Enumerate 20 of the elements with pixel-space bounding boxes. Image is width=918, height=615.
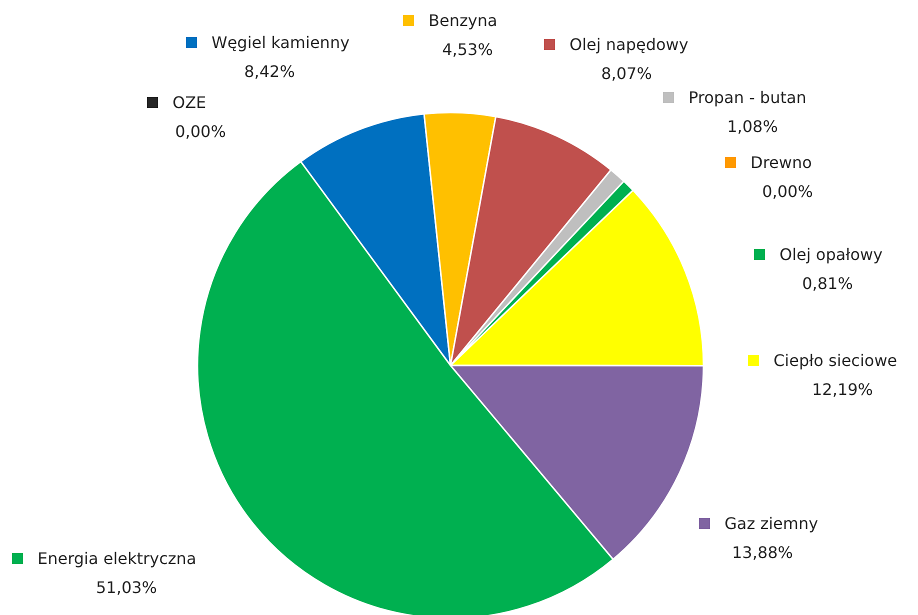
data-label: 1,08% — [727, 117, 778, 136]
legend-label: Benzyna — [428, 11, 498, 30]
data-label: 8,07% — [601, 64, 652, 83]
legend-label: Olej opałowy — [780, 245, 883, 264]
legend-label: Propan - butan — [688, 88, 806, 107]
text: 0,00% — [762, 182, 813, 201]
legend-label: Gaz ziemny — [724, 514, 818, 533]
data-label: 4,53% — [442, 40, 493, 59]
legend-label: Węgiel kamienny — [212, 33, 350, 52]
data-label: 12,19% — [812, 380, 874, 399]
legend-label: OZE — [172, 93, 206, 112]
legend-label: Ciepło sieciowe — [774, 351, 898, 370]
data-label: 13,88% — [732, 543, 794, 562]
data-label: 51,03% — [96, 578, 158, 597]
data-label: 0,81% — [802, 274, 853, 293]
legend-label: Olej napędowy — [570, 35, 688, 54]
legend-label: Drewno — [750, 153, 812, 172]
legend-label: Energia elektryczna — [38, 549, 196, 568]
text: 0,00% — [175, 122, 226, 141]
data-label: 8,42% — [244, 62, 295, 81]
